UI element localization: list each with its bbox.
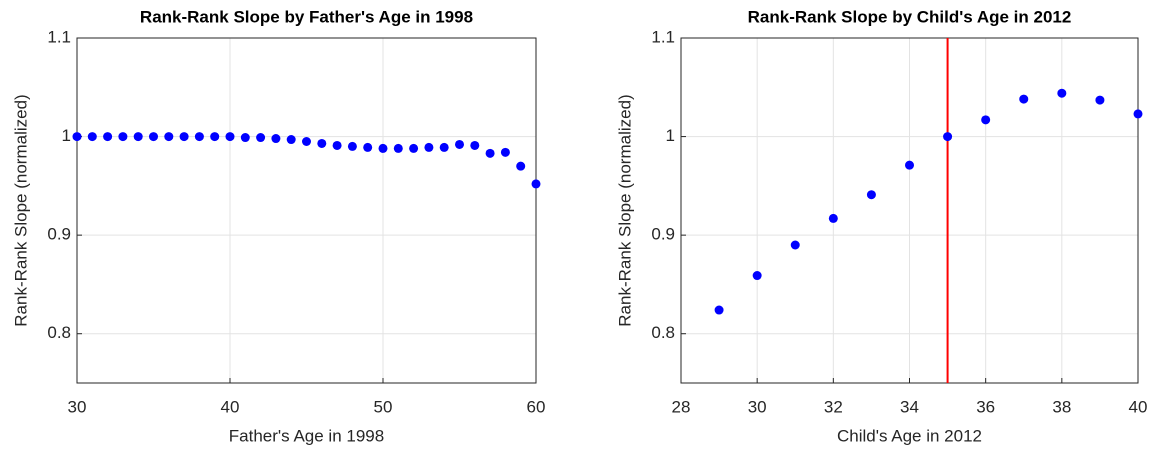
x-tick-label: 30 bbox=[748, 397, 767, 416]
point bbox=[133, 132, 143, 142]
point bbox=[256, 133, 266, 143]
point bbox=[210, 132, 220, 142]
y-tick-label: 0.9 bbox=[47, 225, 71, 244]
y-tick-label: 1.1 bbox=[47, 27, 71, 46]
x-tick-label: 28 bbox=[672, 397, 691, 416]
x-tick-label: 34 bbox=[900, 397, 919, 416]
point bbox=[240, 133, 250, 143]
y-tick-label: 0.8 bbox=[47, 323, 71, 342]
point bbox=[72, 132, 82, 142]
point bbox=[752, 271, 762, 281]
point bbox=[164, 132, 174, 142]
point bbox=[905, 160, 914, 170]
point bbox=[439, 142, 449, 152]
x-tick-label: 40 bbox=[221, 397, 240, 416]
x-tick-label: 50 bbox=[374, 397, 393, 416]
point bbox=[393, 143, 403, 153]
point bbox=[286, 135, 296, 145]
axes-box bbox=[680, 37, 1139, 384]
point bbox=[790, 240, 800, 250]
y-tick-label: 0.8 bbox=[651, 323, 675, 342]
point bbox=[225, 132, 235, 142]
x-tick-label: 40 bbox=[1129, 397, 1148, 416]
point bbox=[516, 161, 526, 171]
point bbox=[271, 134, 281, 144]
point bbox=[302, 137, 311, 146]
point bbox=[317, 138, 327, 148]
axes-box bbox=[76, 37, 537, 384]
x-tick-label: 36 bbox=[976, 397, 995, 416]
point bbox=[378, 143, 388, 153]
chart-title: Rank-Rank Slope by Child's Age in 2012 bbox=[748, 7, 1072, 26]
y-axis-label: Rank-Rank Slope (normalized) bbox=[615, 94, 634, 326]
point bbox=[470, 140, 480, 150]
chart-title: Rank-Rank Slope by Father's Age in 1998 bbox=[140, 7, 473, 26]
y-tick-label: 1.1 bbox=[651, 27, 675, 46]
point bbox=[347, 141, 357, 151]
x-axis-label: Child's Age in 2012 bbox=[837, 426, 982, 445]
x-axis-label: Father's Age in 1998 bbox=[229, 426, 384, 445]
point bbox=[714, 305, 724, 315]
point bbox=[981, 115, 991, 125]
point bbox=[828, 213, 838, 223]
x-tick-label: 30 bbox=[68, 397, 87, 416]
point bbox=[424, 142, 434, 152]
point bbox=[500, 147, 510, 157]
point bbox=[866, 190, 876, 200]
x-tick-label: 38 bbox=[1052, 397, 1071, 416]
point bbox=[485, 148, 495, 158]
point bbox=[194, 132, 204, 142]
y-tick-label: 1 bbox=[62, 126, 71, 145]
y-tick-label: 1 bbox=[666, 126, 675, 145]
x-tick-label: 32 bbox=[824, 397, 843, 416]
y-axis-label: Rank-Rank Slope (normalized) bbox=[11, 94, 30, 326]
point bbox=[363, 142, 373, 152]
point bbox=[179, 132, 189, 142]
point bbox=[332, 140, 342, 150]
point bbox=[943, 132, 953, 142]
point bbox=[455, 139, 464, 149]
point bbox=[1095, 95, 1105, 105]
x-tick-label: 60 bbox=[527, 397, 546, 416]
point bbox=[409, 143, 419, 153]
point bbox=[149, 132, 158, 142]
point bbox=[1019, 94, 1029, 104]
point bbox=[1057, 88, 1067, 98]
point bbox=[103, 132, 113, 142]
point bbox=[87, 132, 97, 142]
y-tick-label: 0.9 bbox=[651, 225, 675, 244]
point bbox=[118, 132, 128, 142]
point bbox=[531, 179, 541, 189]
point bbox=[1133, 109, 1143, 119]
